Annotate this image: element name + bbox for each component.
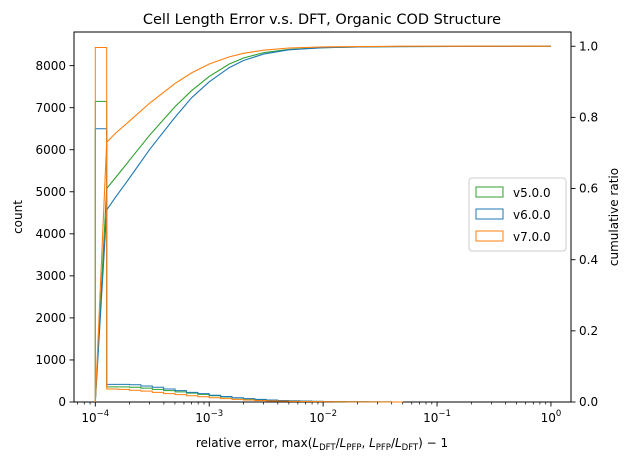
y2-tick-label: 0.4 <box>579 253 598 267</box>
y-tick-label: 2000 <box>35 311 66 325</box>
y2-axis-title: cumulative ratio <box>607 168 621 266</box>
legend-swatch-v5 <box>475 186 504 198</box>
y-axis-title: count <box>11 200 25 234</box>
histogram-v7.0.0 <box>94 47 404 403</box>
x-tick-label: 10−4 <box>81 409 109 425</box>
y-tick-label: 5000 <box>35 185 66 199</box>
legend-label-v5: v5.0.0 <box>513 186 551 200</box>
y2-tick-label: 1.0 <box>579 39 598 53</box>
y-tick-label: 7000 <box>35 101 66 115</box>
x-tick-label: 10−2 <box>309 409 337 425</box>
legend-label-v7: v7.0.0 <box>513 230 551 244</box>
chart-title: Cell Length Error v.s. DFT, Organic COD … <box>143 12 501 28</box>
y2-tick-label: 0.2 <box>579 324 598 338</box>
histogram-v5.0.0 <box>94 100 404 403</box>
x-tick-label: 10−1 <box>423 409 451 425</box>
x-tick-label: 10−3 <box>195 409 223 425</box>
legend-frame <box>468 177 567 252</box>
x-tick-label: 100 <box>541 409 562 425</box>
y2-tick-label: 0.8 <box>579 111 598 125</box>
y-tick-label: 4000 <box>35 227 66 241</box>
y-tick-label: 8000 <box>35 59 66 73</box>
y-tick-label: 1000 <box>35 353 66 367</box>
legend: v5.0.0 v6.0.0 v7.0.0 <box>468 177 567 252</box>
legend-label-v6: v6.0.0 <box>513 208 551 222</box>
y-tick-label: 3000 <box>35 269 66 283</box>
plot-marks <box>94 45 551 403</box>
cumulative-line-v7.0.0 <box>94 45 551 403</box>
y-tick-label: 0 <box>58 395 66 409</box>
axes: 10−4 10−3 10−2 10−1 100010002000300040005000… <box>35 39 598 425</box>
x-axis-title: relative error, max(LDFT/LPFP, LPFP/LDFT… <box>196 436 448 453</box>
y-tick-label: 6000 <box>35 143 66 157</box>
legend-swatch-v7 <box>475 230 504 242</box>
histogram-v6.0.0 <box>94 128 404 403</box>
y2-tick-label: 0.6 <box>579 182 598 196</box>
y2-tick-label: 0.0 <box>579 395 598 409</box>
legend-swatch-v6 <box>475 208 504 220</box>
